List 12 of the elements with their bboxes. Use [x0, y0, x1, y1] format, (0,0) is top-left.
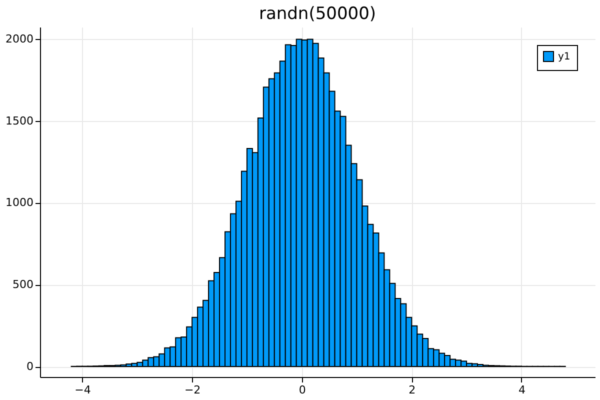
chart-title: randn(50000) [258, 4, 376, 24]
x-tick-label: 2 [408, 384, 416, 396]
legend-label: y1 [558, 52, 570, 62]
y-tick-label: 2000 [6, 32, 34, 46]
y-tick-label: 1000 [6, 196, 34, 210]
x-tick-label: −2 [184, 384, 201, 396]
y-tick-label: 0 [26, 360, 34, 374]
y-tick-label: 1500 [6, 114, 34, 128]
x-tick-label: 4 [518, 384, 526, 396]
x-tick-label: 0 [298, 384, 306, 396]
y-tick-label: 500 [12, 278, 34, 292]
x-tick-label: −4 [74, 384, 91, 396]
